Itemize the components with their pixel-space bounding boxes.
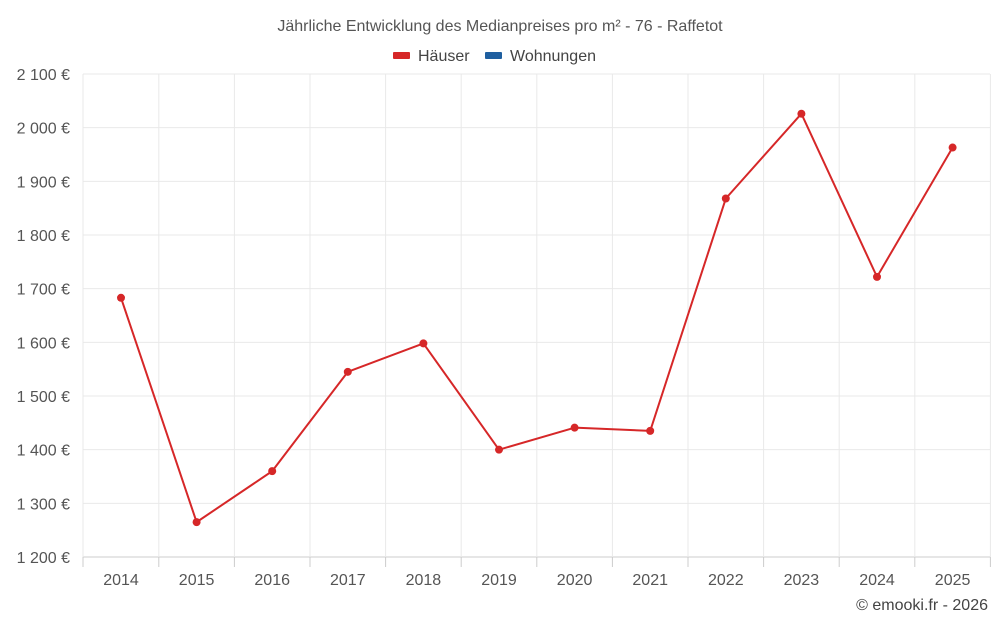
x-tick-label: 2017: [330, 572, 366, 589]
x-tick-label: 2016: [254, 572, 290, 589]
data-point-2019[interactable]: [495, 445, 503, 454]
x-tick-label: 2014: [103, 572, 139, 589]
y-axis-tick-labels: 1 200 € 1 300 € 1 400 € 1 500 € 1 600 € 1 700…: [17, 67, 70, 567]
x-tick-label: 2015: [179, 572, 215, 589]
y-tick-label: 1 700 €: [17, 282, 70, 299]
chart-title: Jährliche Entwicklung des Medianpreises …: [277, 18, 723, 35]
legend-label-wohnungen[interactable]: Wohnungen: [510, 48, 596, 65]
x-tick-label: 2018: [406, 572, 442, 589]
x-tick-label: 2025: [935, 572, 971, 589]
series-lines: [120, 112, 954, 524]
y-tick-label: 1 900 €: [17, 174, 70, 191]
series-points: [117, 109, 957, 527]
data-point-2021[interactable]: [646, 426, 655, 435]
data-point-2024[interactable]: [873, 272, 881, 281]
y-tick-label: 2 000 €: [17, 121, 70, 138]
legend: Häuser Wohnungen: [393, 48, 596, 65]
legend-label-haeuser[interactable]: Häuser: [418, 48, 470, 65]
data-point-2017[interactable]: [343, 367, 352, 376]
x-gridlines: [82, 74, 991, 567]
x-tick-label: 2023: [784, 572, 820, 589]
x-tick-label: 2019: [481, 572, 517, 589]
x-axis-tick-labels: 2014 2015 2016 2017 2018 2019 2020 2021 2022 2023…: [103, 572, 970, 589]
data-point-2022[interactable]: [721, 194, 730, 203]
legend-swatch-haeuser[interactable]: [393, 52, 410, 59]
y-tick-label: 1 200 €: [17, 550, 70, 567]
y-tick-label: 1 800 €: [17, 228, 70, 245]
data-point-2025[interactable]: [948, 143, 957, 152]
y-tick-label: 1 500 €: [17, 389, 70, 406]
y-tick-label: 2 100 €: [17, 67, 70, 84]
data-point-2016[interactable]: [268, 467, 277, 476]
data-point-2014[interactable]: [117, 293, 125, 302]
y-tick-label: 1 600 €: [17, 335, 70, 352]
y-tick-label: 1 400 €: [17, 443, 70, 460]
copyright-credit: © emooki.fr - 2026: [856, 597, 988, 614]
data-point-2020[interactable]: [570, 423, 579, 432]
y-tick-label: 1 300 €: [17, 496, 70, 513]
legend-swatch-wohnungen[interactable]: [485, 52, 502, 59]
data-point-2015[interactable]: [192, 518, 201, 527]
x-tick-label: 2021: [632, 572, 668, 589]
x-tick-label: 2024: [859, 572, 895, 589]
series-line-0: [120, 112, 954, 524]
x-tick-label: 2020: [557, 572, 593, 589]
data-point-2023[interactable]: [797, 109, 806, 118]
x-tick-label: 2022: [708, 572, 744, 589]
data-point-2018[interactable]: [419, 339, 428, 348]
